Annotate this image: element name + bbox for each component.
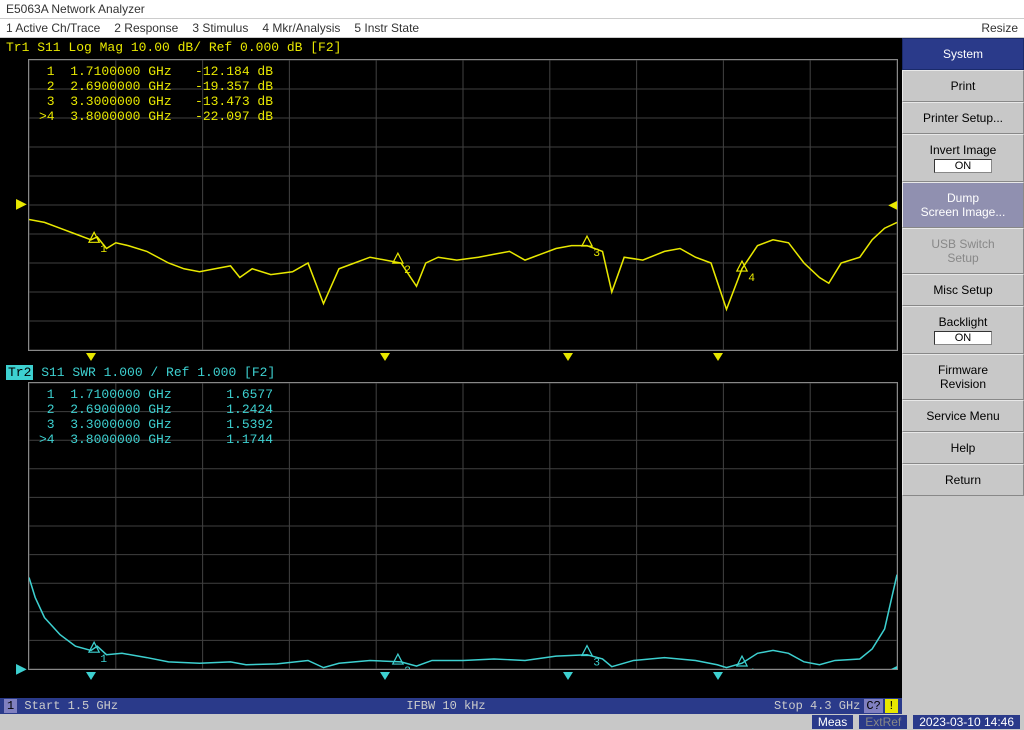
menu-response[interactable]: 2 Response [114, 21, 178, 35]
svg-text:4: 4 [748, 273, 755, 285]
return-button[interactable]: Return [902, 464, 1024, 496]
dump-screen-button[interactable]: Dump Screen Image... [902, 182, 1024, 228]
svg-text:1: 1 [100, 244, 107, 256]
trace1-ref-marker: ▶ [16, 196, 27, 213]
svg-text:4: 4 [748, 668, 755, 669]
usb-switch-button: USB Switch Setup [902, 228, 1024, 274]
svg-text:1: 1 [100, 654, 107, 666]
svg-text:2: 2 [404, 666, 411, 669]
backlight-button[interactable]: BacklightON [902, 306, 1024, 354]
trace2-ref-marker: ▶ [16, 661, 27, 678]
trace1-ref-marker-right: ◀ [888, 197, 898, 214]
window-title: E5063A Network Analyzer [0, 0, 1024, 19]
print-button[interactable]: Print [902, 70, 1024, 102]
extref-indicator: ExtRef [859, 715, 907, 729]
menu-stimulus[interactable]: 3 Stimulus [192, 21, 248, 35]
trace2-label: Tr2 [6, 365, 33, 380]
datetime: 2023-03-10 14:46 [913, 715, 1020, 729]
svg-text:2: 2 [404, 265, 411, 277]
invert-image-button[interactable]: Invert ImageON [902, 134, 1024, 182]
menu-bar: 1 Active Ch/Trace 2 Response 3 Stimulus … [0, 19, 1024, 38]
printer-setup-button[interactable]: Printer Setup... [902, 102, 1024, 134]
menu-mkr[interactable]: 4 Mkr/Analysis [262, 21, 340, 35]
menu-active-ch[interactable]: 1 Active Ch/Trace [6, 21, 100, 35]
trace1-header: Tr1 S11 Log Mag 10.00 dB/ Ref 0.000 dB [… [0, 38, 902, 57]
svg-text:3: 3 [593, 248, 600, 260]
menu-instr[interactable]: 5 Instr State [354, 21, 419, 35]
misc-setup-button[interactable]: Misc Setup [902, 274, 1024, 306]
sidebar: System Print Printer Setup... Invert Ima… [902, 38, 1024, 714]
status-bar: 1 Start 1.5 GHz IFBW 10 kHz Stop 4.3 GHz… [0, 698, 902, 714]
service-menu-button[interactable]: Service Menu [902, 400, 1024, 432]
trace1-chart: 1 2 3 4 1 1.7100000 GHz -12.184 dB 2 2.6900… [28, 59, 898, 351]
svg-text:3: 3 [593, 658, 600, 669]
plot-area: Tr1 S11 Log Mag 10.00 dB/ Ref 0.000 dB [… [0, 38, 902, 714]
trace2-ref-marker-right: ◀ [888, 662, 898, 670]
trace2-chart: 1 2 3 4 1 1.7100000 GHz 1.6577 2 2.6900000 … [28, 382, 898, 670]
trace2-header: Tr2 S11 SWR 1.000 / Ref 1.000 [F2] [0, 363, 902, 382]
meas-indicator: Meas [812, 715, 853, 729]
stimulus-markers-2 [28, 672, 868, 682]
firmware-button[interactable]: Firmware Revision [902, 354, 1024, 400]
stimulus-markers-1 [28, 353, 868, 363]
trace1-marker-table: 1 1.7100000 GHz -12.184 dB 2 2.6900000 G… [39, 64, 273, 124]
trace2-marker-table: 1 1.7100000 GHz 1.6577 2 2.6900000 GHz 1… [39, 387, 273, 447]
sidebar-header: System [902, 38, 1024, 70]
help-button[interactable]: Help [902, 432, 1024, 464]
menu-resize[interactable]: Resize [981, 21, 1018, 35]
